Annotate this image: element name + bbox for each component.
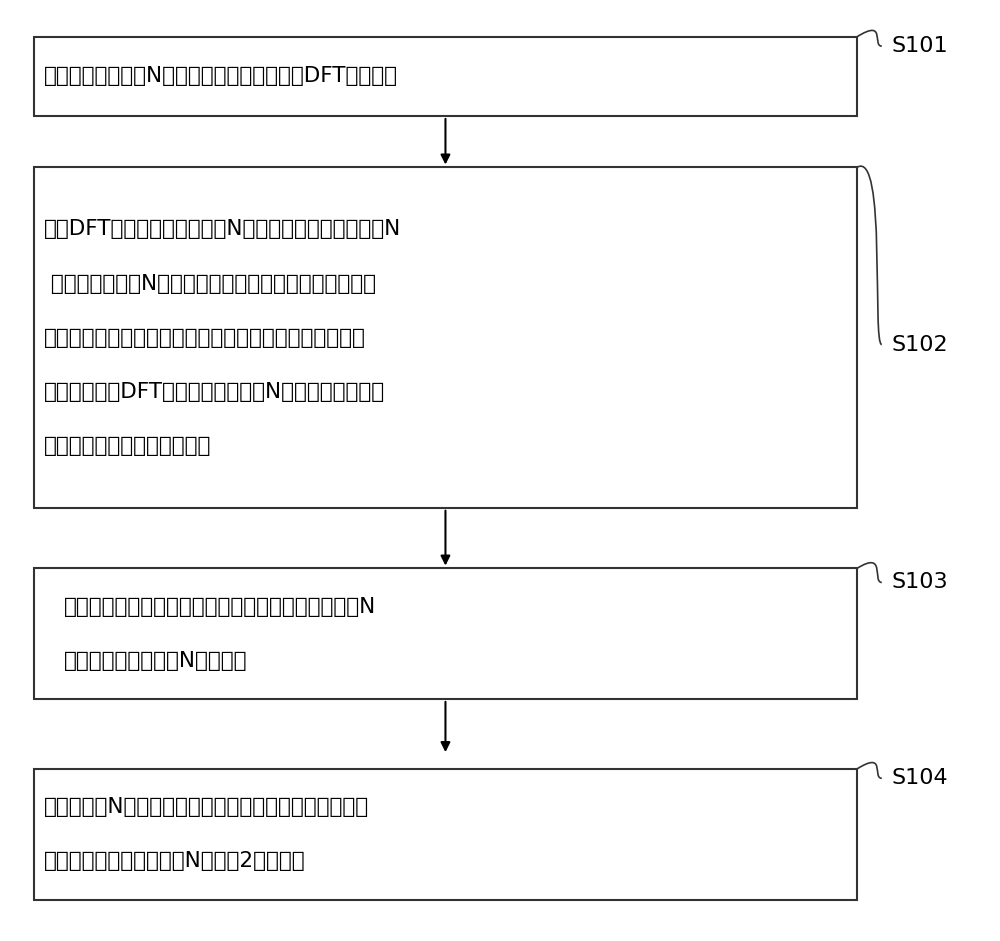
Text: 区间，再进行DFT算法处理，直到这N个频率与原始磁场: 区间，再进行DFT算法处理，直到这N个频率与原始磁场 — [44, 382, 385, 402]
Bar — [34, 37, 857, 116]
Bar — [34, 568, 857, 699]
Text: 找到DFT算法处理后频谱图中N条最大谱线所分别对应的N: 找到DFT算法处理后频谱图中N条最大谱线所分别对应的N — [44, 219, 401, 239]
Text: S103: S103 — [892, 572, 948, 593]
Text: 对接收到的含噪的N个激励交变磁场信号进行DFT算法处理: 对接收到的含噪的N个激励交变磁场信号进行DFT算法处理 — [44, 67, 398, 87]
Text: S101: S101 — [892, 36, 948, 56]
Text: 个频率所分别对应的N个幅度值: 个频率所分别对应的N个幅度值 — [64, 651, 247, 671]
Text: 致，如果相等则进行下一步，如果不相等则细化特定频段: 致，如果相等则进行下一步，如果不相等则细化特定频段 — [44, 327, 366, 347]
Text: 个频率，比较这N个频率与原始激励信号预设频率是否一: 个频率，比较这N个频率与原始激励信号预设频率是否一 — [44, 274, 376, 294]
Bar — [34, 769, 857, 900]
Text: 对计算出的N个幅度值分别进行幅值校正，最终获得逼近: 对计算出的N个幅度值分别进行幅值校正，最终获得逼近 — [44, 797, 369, 817]
Text: 根据优化过零梯形波重构信号的幅值计算公式计算出N: 根据优化过零梯形波重构信号的幅值计算公式计算出N — [64, 597, 376, 616]
Text: 激励信号预设的频率相等为止: 激励信号预设的频率相等为止 — [44, 436, 211, 455]
Text: 真实信号的幅值，其中，N为大于2的自然数: 真实信号的幅值，其中，N为大于2的自然数 — [44, 852, 305, 871]
Bar — [34, 167, 857, 508]
Text: S104: S104 — [892, 768, 948, 789]
Text: S102: S102 — [892, 335, 948, 355]
